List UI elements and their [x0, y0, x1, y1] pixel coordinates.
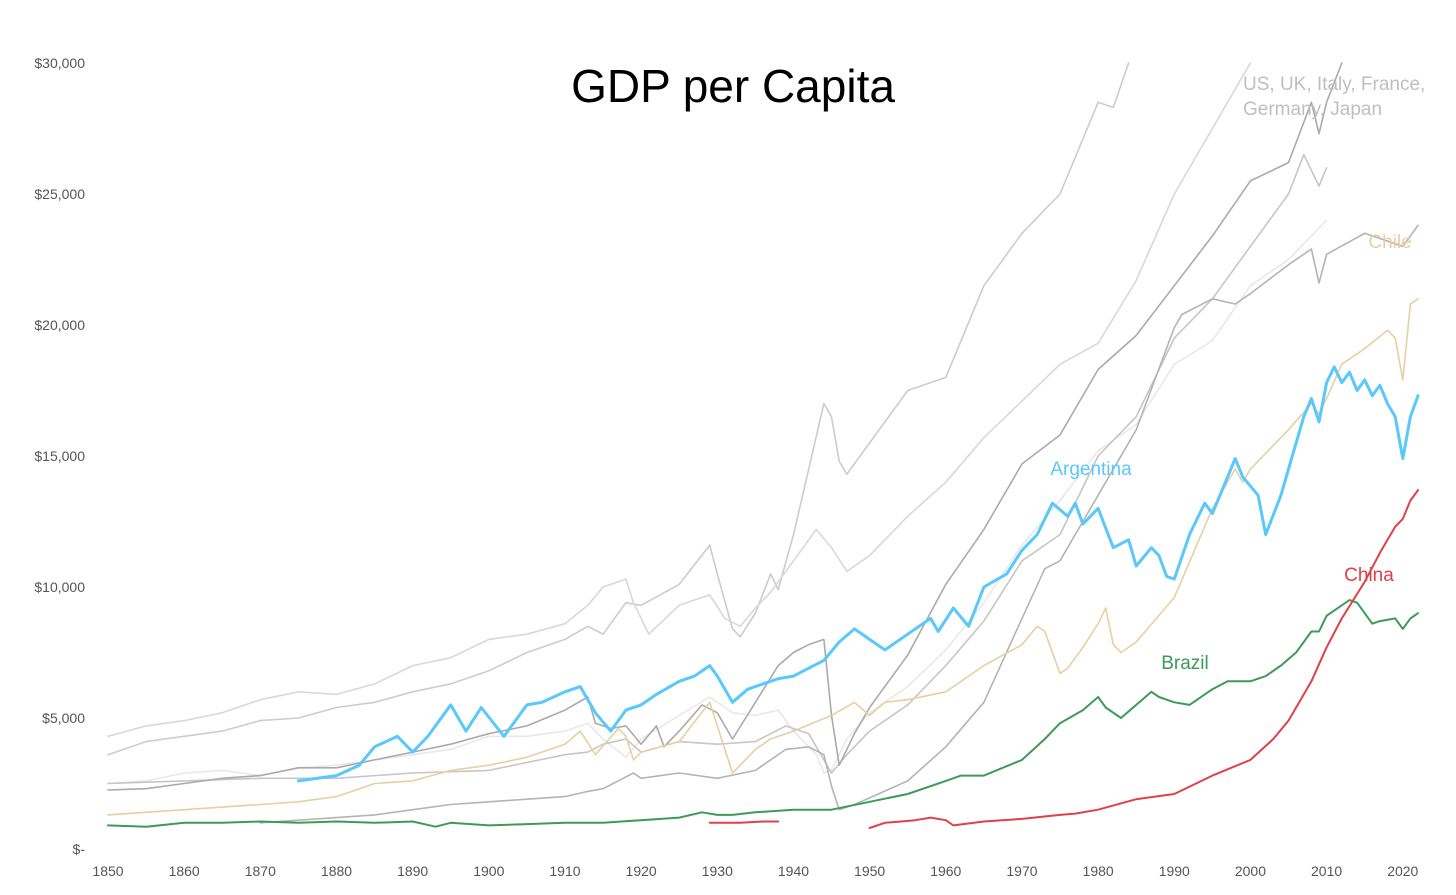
x-tick-label: 1990 — [1159, 863, 1190, 879]
x-tick-label: 1880 — [321, 863, 352, 879]
x-tick-label: 2000 — [1235, 863, 1266, 879]
x-tick-label: 2020 — [1387, 863, 1418, 879]
x-tick-label: 1970 — [1006, 863, 1037, 879]
series-label-chile: Chile — [1368, 232, 1411, 253]
y-tick-label: $5,000 — [42, 710, 85, 726]
developed-countries-label-line1: US, UK, Italy, France, — [1243, 74, 1425, 95]
x-tick-label: 1980 — [1083, 863, 1114, 879]
x-tick-label: 1930 — [702, 863, 733, 879]
series-line-argentina — [296, 365, 1420, 783]
series-line-france — [107, 219, 1328, 785]
x-tick-label: 1870 — [245, 863, 276, 879]
y-tick-label: $30,000 — [34, 55, 85, 71]
series-line-china-segment-2 — [868, 489, 1419, 829]
x-tick-label: 1850 — [92, 863, 123, 879]
y-tick-label: $10,000 — [34, 579, 85, 595]
series-line-japan — [259, 224, 1419, 824]
series-line-china-segment-1 — [708, 820, 780, 824]
y-tick-label: $- — [73, 841, 86, 857]
series-label-argentina: Argentina — [1050, 459, 1132, 480]
series-label-china: China — [1344, 565, 1394, 586]
series-line-chile — [107, 298, 1419, 816]
x-tick-label: 1900 — [473, 863, 504, 879]
x-tick-label: 1920 — [626, 863, 657, 879]
x-tick-label: 2010 — [1311, 863, 1342, 879]
x-tick-label: 1950 — [854, 863, 885, 879]
x-tick-label: 1860 — [169, 863, 200, 879]
x-tick-label: 1890 — [397, 863, 428, 879]
series-line-brazil — [107, 599, 1419, 828]
series-line-uk — [107, 62, 1252, 738]
series-label-brazil: Brazil — [1161, 653, 1209, 674]
series-line-us — [107, 62, 1130, 756]
x-tick-label: 1960 — [930, 863, 961, 879]
x-tick-label: 1910 — [549, 863, 580, 879]
series-line-italy — [107, 153, 1328, 785]
y-tick-label: $20,000 — [34, 317, 85, 333]
y-tick-label: $15,000 — [34, 448, 85, 464]
chart-title: GDP per Capita — [571, 60, 895, 112]
axis-layer: $- $5,000 $10,000 $15,000 $20,000 $25,000 $30,… — [34, 55, 1418, 879]
x-tick-label: 1940 — [778, 863, 809, 879]
series-label-layer: Chile Argentina Brazil China — [1050, 232, 1411, 674]
series-layer — [107, 62, 1420, 829]
series-line-germany — [107, 62, 1343, 791]
developed-countries-label-line2: Germany, Japan — [1243, 99, 1382, 120]
y-tick-label: $25,000 — [34, 186, 85, 202]
